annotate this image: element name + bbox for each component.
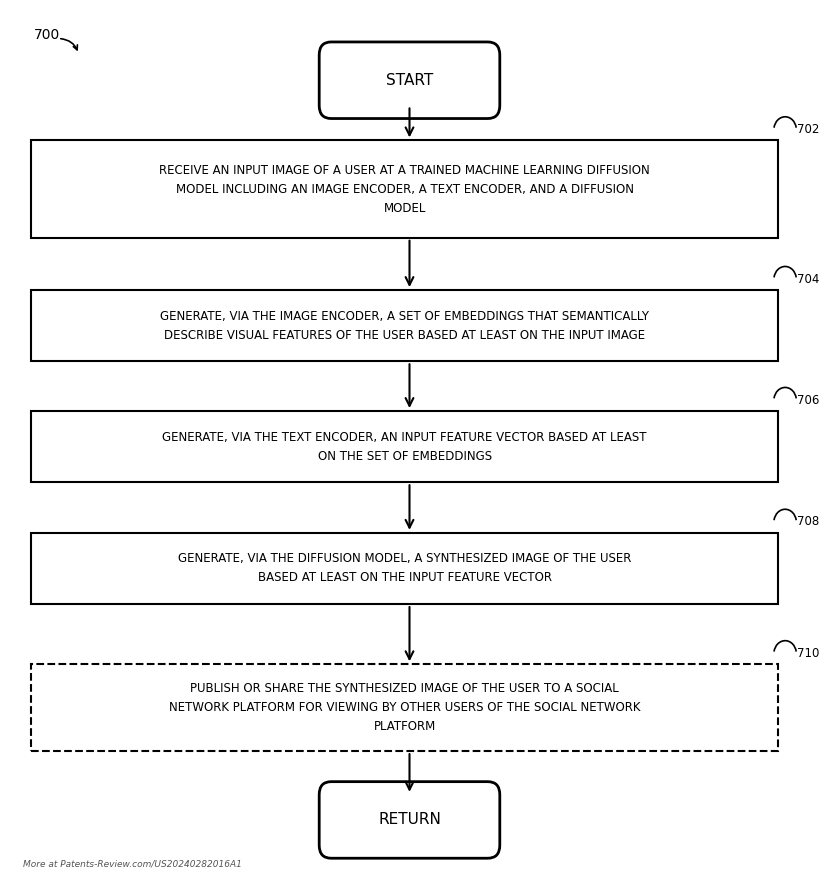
Text: RECEIVE AN INPUT IMAGE OF A USER AT A TRAINED MACHINE LEARNING DIFFUSION
MODEL I: RECEIVE AN INPUT IMAGE OF A USER AT A TR… bbox=[160, 163, 650, 215]
Text: START: START bbox=[386, 73, 433, 88]
Bar bbox=[31, 411, 778, 482]
Text: 700: 700 bbox=[34, 28, 60, 42]
FancyArrowPatch shape bbox=[61, 39, 78, 50]
Text: PUBLISH OR SHARE THE SYNTHESIZED IMAGE OF THE USER TO A SOCIAL
NETWORK PLATFORM : PUBLISH OR SHARE THE SYNTHESIZED IMAGE O… bbox=[169, 682, 640, 733]
Text: RETURN: RETURN bbox=[378, 813, 441, 828]
Text: 704: 704 bbox=[797, 273, 819, 286]
Bar bbox=[31, 533, 778, 604]
Bar bbox=[31, 140, 778, 238]
FancyBboxPatch shape bbox=[319, 42, 500, 118]
Text: GENERATE, VIA THE DIFFUSION MODEL, A SYNTHESIZED IMAGE OF THE USER
BASED AT LEAS: GENERATE, VIA THE DIFFUSION MODEL, A SYN… bbox=[178, 552, 631, 584]
Text: 706: 706 bbox=[797, 393, 819, 407]
Bar bbox=[31, 290, 778, 361]
Text: 702: 702 bbox=[797, 123, 819, 136]
Text: 710: 710 bbox=[797, 646, 819, 660]
Text: 708: 708 bbox=[797, 515, 819, 528]
Bar bbox=[31, 664, 778, 751]
FancyBboxPatch shape bbox=[319, 781, 500, 858]
Text: GENERATE, VIA THE TEXT ENCODER, AN INPUT FEATURE VECTOR BASED AT LEAST
ON THE SE: GENERATE, VIA THE TEXT ENCODER, AN INPUT… bbox=[162, 431, 647, 463]
Text: GENERATE, VIA THE IMAGE ENCODER, A SET OF EMBEDDINGS THAT SEMANTICALLY
DESCRIBE : GENERATE, VIA THE IMAGE ENCODER, A SET O… bbox=[161, 310, 649, 342]
Text: More at Patents-Review.com/US20240282016A1: More at Patents-Review.com/US20240282016… bbox=[23, 860, 242, 868]
